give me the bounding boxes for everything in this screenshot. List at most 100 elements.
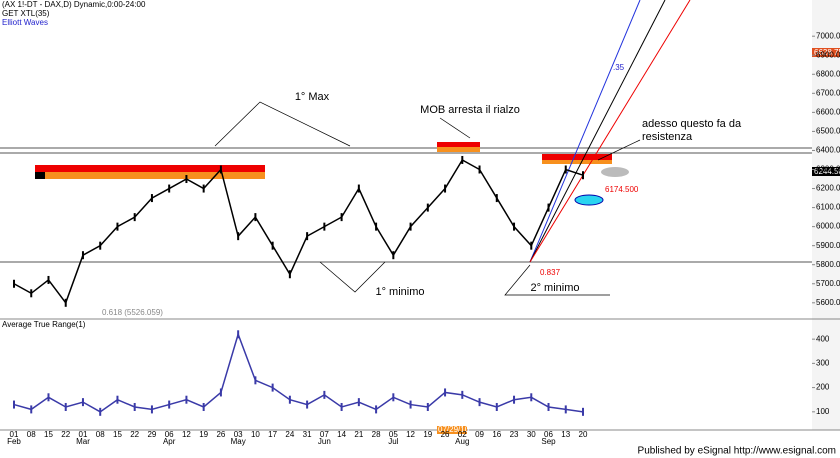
- bar: [409, 222, 412, 231]
- bar: [547, 203, 550, 212]
- x-tick-label: 12: [406, 430, 415, 439]
- price-tag-label: 6244.50: [814, 167, 840, 176]
- bar: [13, 279, 15, 288]
- bar: [168, 184, 171, 193]
- date-tag-label: 07/29/10: [438, 425, 470, 434]
- y-tick-label: 5700.00: [816, 279, 840, 288]
- date-tag: [437, 426, 467, 434]
- bar: [444, 184, 447, 193]
- subtitle: GET XTL(35): [2, 9, 50, 18]
- panel-title: Average True Range(1): [2, 320, 86, 329]
- bar: [426, 203, 429, 212]
- chart-title: (AX 1!-DT - DAX,D) Dynamic,0:00-24:00: [2, 0, 146, 9]
- bar: [288, 270, 291, 279]
- bar: [116, 395, 119, 404]
- y-tick-label: 6200.00: [816, 184, 840, 193]
- callout-line: [214, 101, 351, 147]
- x-tick-label: 20: [579, 430, 588, 439]
- x-tick-label: 08: [27, 430, 36, 439]
- x-tick-label: 19: [199, 430, 208, 439]
- trend-line: [529, 0, 666, 263]
- bar: [99, 241, 102, 250]
- x-tick-label: 06: [165, 430, 174, 439]
- series-line: [13, 331, 584, 413]
- bar: [582, 171, 584, 180]
- annotation: 0.618 (5526.059): [102, 308, 163, 317]
- annotation: 1° Max: [295, 91, 330, 103]
- price-tag: [812, 167, 840, 176]
- annotation: 1° minimo: [375, 286, 424, 298]
- footer: Published by eSignal http://www.esignal.…: [638, 446, 836, 457]
- x-tick-label: 08: [96, 430, 105, 439]
- x-tick-label: 29: [147, 430, 156, 439]
- x-tick-label: 26: [441, 430, 450, 439]
- bar: [582, 407, 584, 416]
- bar: [133, 213, 136, 222]
- bar: [340, 402, 343, 411]
- x-tick-label: 24: [285, 430, 294, 439]
- bar: [47, 275, 50, 284]
- bar: [530, 241, 533, 250]
- callout-line: [504, 264, 610, 296]
- x-tick-label: 16: [492, 430, 501, 439]
- x-tick-label: 03: [234, 430, 243, 439]
- bar: [530, 393, 533, 402]
- zone: [542, 154, 612, 160]
- y-tick-label: 5600.00: [816, 298, 840, 307]
- y-tick-label: 6100.00: [816, 203, 840, 212]
- bar: [564, 405, 567, 414]
- y-tick-label: 6400.00: [816, 146, 840, 155]
- bar: [254, 376, 257, 385]
- bar: [461, 390, 464, 399]
- x-month-label: Sep: [541, 437, 556, 446]
- annotation: 6174.500: [605, 185, 639, 194]
- bar: [323, 222, 326, 231]
- x-tick-label: 14: [337, 430, 346, 439]
- bar: [495, 194, 498, 203]
- y-tick-label: 6900.00: [816, 50, 840, 59]
- x-tick-label: 28: [372, 430, 381, 439]
- bar: [495, 402, 498, 411]
- y-tick-label: 6800.00: [816, 69, 840, 78]
- x-month-label: Feb: [7, 437, 21, 446]
- x-tick-label: 23: [510, 430, 519, 439]
- x-tick-label: 31: [303, 430, 312, 439]
- x-tick-label: 06: [544, 430, 553, 439]
- bar: [409, 400, 412, 409]
- bar: [219, 165, 222, 174]
- x-tick-label: 17: [268, 430, 277, 439]
- y-tick-label: 6600.00: [816, 107, 840, 116]
- y-tick-label: 6300.00: [816, 165, 840, 174]
- bar: [306, 232, 309, 241]
- bar: [30, 289, 33, 298]
- bar: [237, 232, 240, 241]
- callout-line: [597, 139, 641, 161]
- bar: [564, 165, 567, 174]
- bar: [513, 395, 516, 404]
- bar: [116, 222, 119, 231]
- y-tick-label: 200: [816, 383, 830, 392]
- bar: [219, 388, 222, 397]
- y-tick-label: 6500.00: [816, 127, 840, 136]
- bar: [375, 222, 378, 231]
- bar: [375, 405, 378, 414]
- y-tick-label: 400: [816, 334, 830, 343]
- price-tag-label: 6628.75: [814, 48, 840, 57]
- bar: [202, 402, 205, 411]
- x-tick-label: 22: [61, 430, 70, 439]
- price-axis-bg: [812, 0, 840, 430]
- bar: [478, 165, 481, 174]
- bar: [13, 400, 15, 409]
- bar: [237, 330, 240, 339]
- bar: [185, 395, 188, 404]
- series-line: [13, 158, 584, 305]
- bar: [99, 407, 102, 416]
- bar: [306, 400, 309, 409]
- bar: [392, 393, 395, 402]
- x-tick-label: 22: [130, 430, 139, 439]
- annotation: .35: [613, 63, 625, 72]
- x-tick-label: 09: [475, 430, 484, 439]
- bar: [357, 184, 360, 193]
- trend-line: [529, 0, 691, 263]
- x-tick-label: 26: [216, 430, 225, 439]
